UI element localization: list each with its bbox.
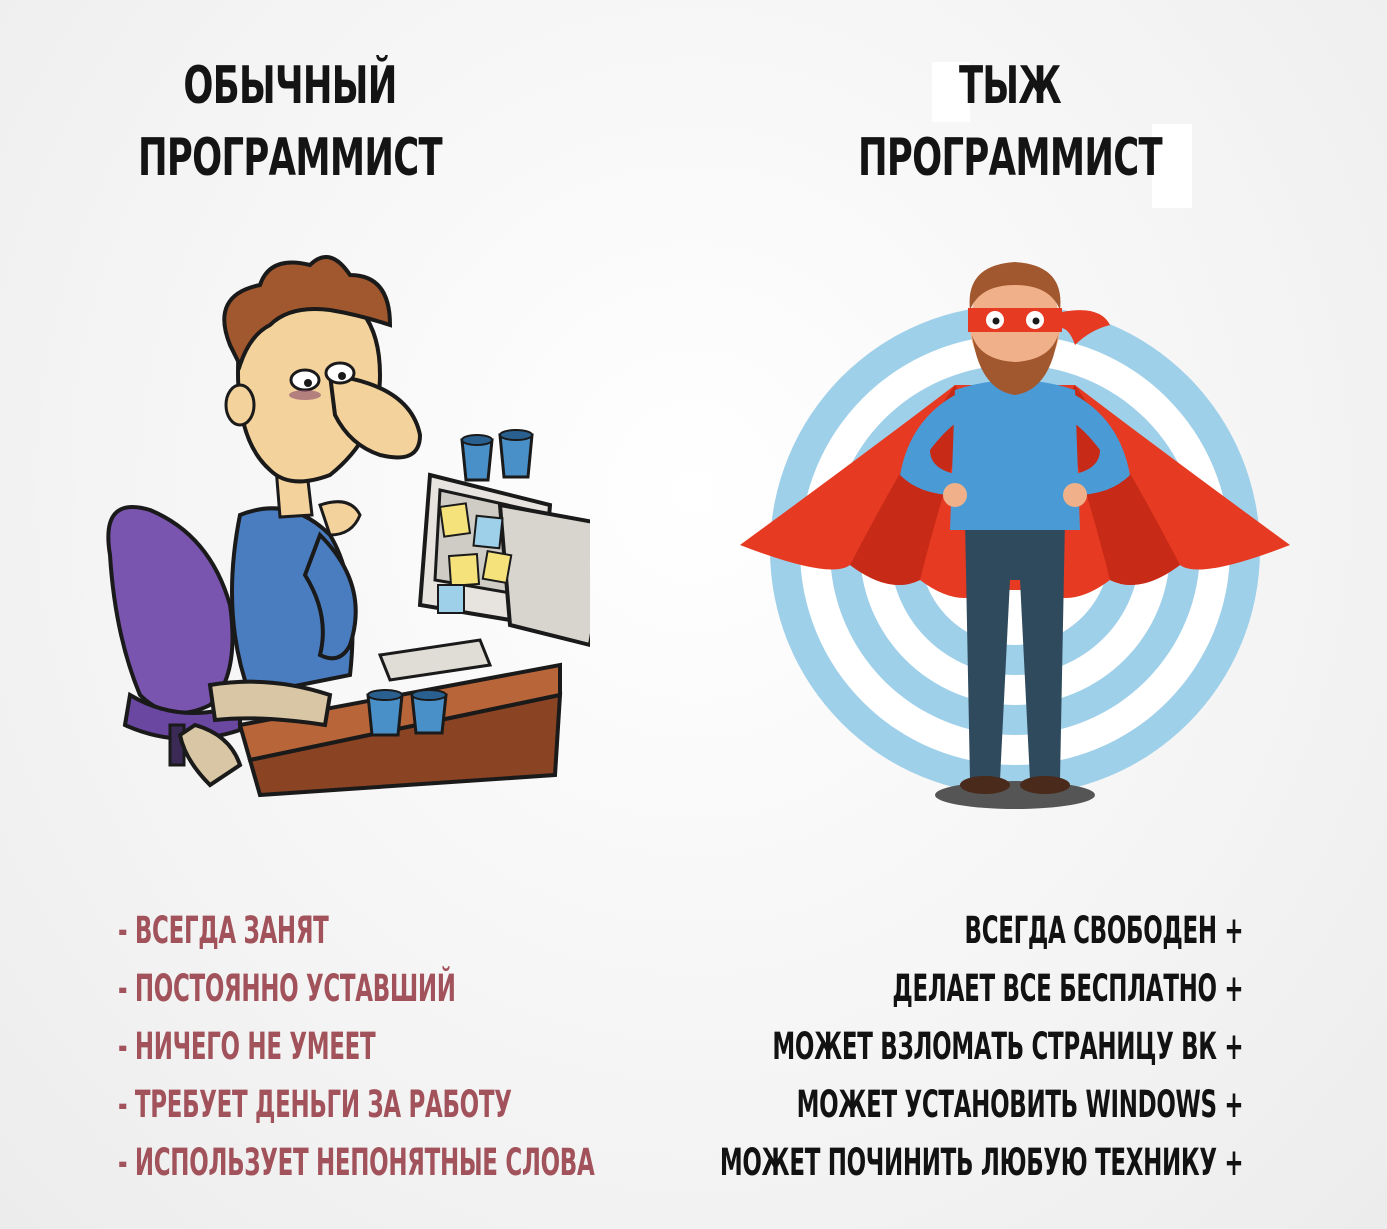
title-line: ОБЫЧНЫЙ — [183, 56, 397, 116]
superhero-programmer-illustration — [740, 262, 1290, 809]
list-item: - ИСПОЛЬЗУЕТ НЕПОНЯТНЫЕ СЛОВА — [118, 1141, 595, 1184]
list-item: - НИЧЕГО НЕ УМЕЕТ — [118, 1025, 376, 1068]
list-item: - ПОСТОЯННО УСТАВШИЙ — [118, 967, 456, 1010]
title-tyzh-programmer: ТЫЖ ПРОГРАММИСТ — [840, 60, 1180, 204]
list-item: - ТРЕБУЕТ ДЕНЬГИ ЗА РАБОТУ — [118, 1083, 512, 1126]
list-item: ДЕЛАЕТ ВСЕ БЕСПЛАТНО + — [892, 967, 1243, 1010]
white-patch — [932, 62, 970, 122]
title-line: ПРОГРАММИСТ — [138, 128, 443, 188]
title-regular-programmer: ОБЫЧНЫЙ ПРОГРАММИСТ — [120, 60, 460, 204]
title-line: ТЫЖ — [958, 56, 1062, 116]
pros-list: ВСЕГДА СВОБОДЕН + ДЕЛАЕТ ВСЕ БЕСПЛАТНО +… — [719, 902, 1244, 1192]
list-item: МОЖЕТ ПОЧИНИТЬ ЛЮБУЮ ТЕХНИКУ + — [719, 1141, 1244, 1184]
list-item: - ВСЕГДА ЗАНЯТ — [118, 909, 329, 952]
white-patch — [1152, 124, 1192, 208]
list-item: МОЖЕТ УСТАНОВИТЬ WINDOWS + — [796, 1083, 1243, 1126]
list-item: МОЖЕТ ВЗЛОМАТЬ СТРАНИЦУ ВК + — [772, 1025, 1243, 1068]
list-item: ВСЕГДА СВОБОДЕН + — [964, 909, 1243, 952]
title-line: ПРОГРАММИСТ — [858, 128, 1163, 188]
tired-programmer-illustration — [106, 255, 590, 798]
cons-list: - ВСЕГДА ЗАНЯТ - ПОСТОЯННО УСТАВШИЙ - НИ… — [118, 902, 595, 1192]
